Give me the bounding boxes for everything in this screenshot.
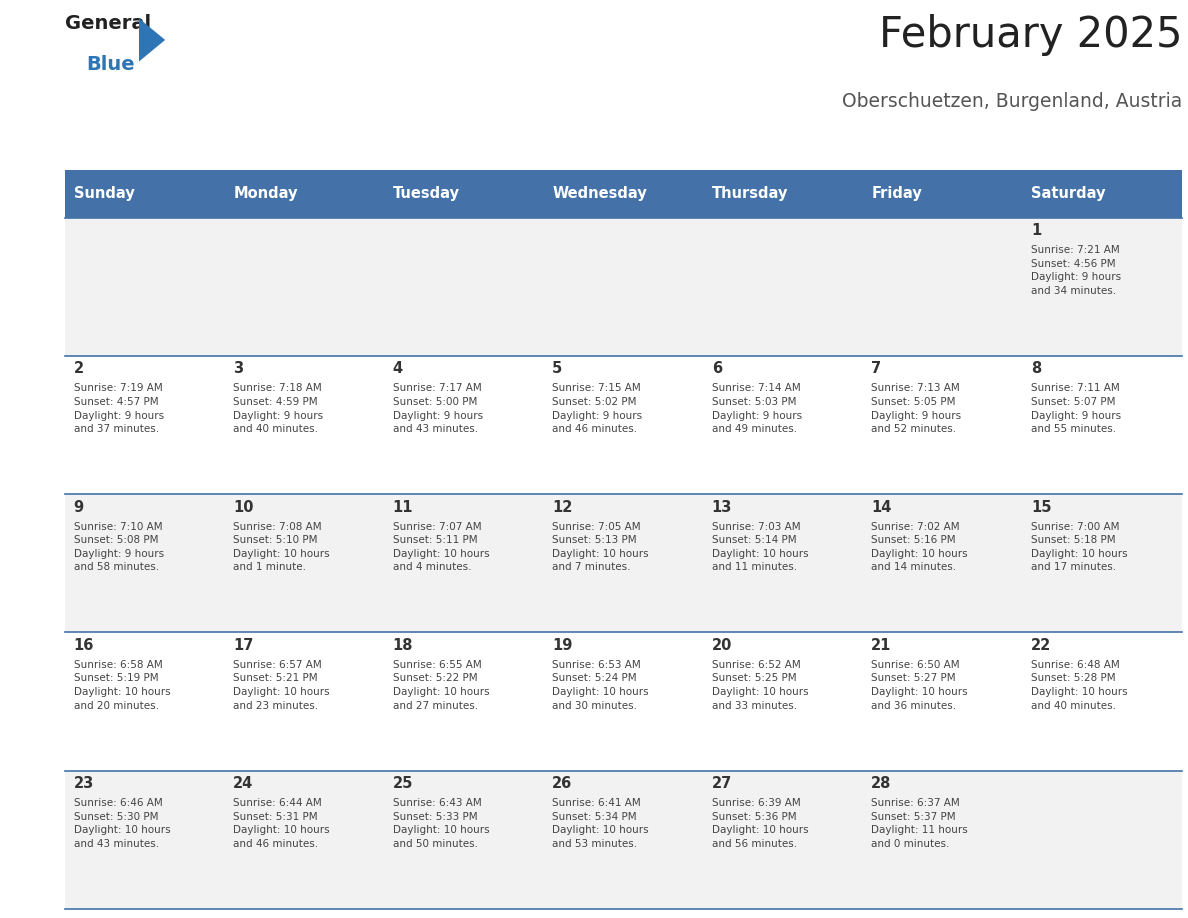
Text: 24: 24	[233, 776, 253, 791]
Text: Sunrise: 7:03 AM
Sunset: 5:14 PM
Daylight: 10 hours
and 11 minutes.: Sunrise: 7:03 AM Sunset: 5:14 PM Dayligh…	[712, 521, 808, 573]
Text: Oberschuetzen, Burgenland, Austria: Oberschuetzen, Burgenland, Austria	[842, 92, 1182, 111]
Text: Sunrise: 6:58 AM
Sunset: 5:19 PM
Daylight: 10 hours
and 20 minutes.: Sunrise: 6:58 AM Sunset: 5:19 PM Dayligh…	[74, 660, 170, 711]
Bar	[65, 218, 1182, 356]
Bar	[65, 494, 1182, 633]
Text: Sunrise: 6:41 AM
Sunset: 5:34 PM
Daylight: 10 hours
and 53 minutes.: Sunrise: 6:41 AM Sunset: 5:34 PM Dayligh…	[552, 798, 649, 849]
Text: Sunrise: 7:19 AM
Sunset: 4:57 PM
Daylight: 9 hours
and 37 minutes.: Sunrise: 7:19 AM Sunset: 4:57 PM Dayligh…	[74, 384, 164, 434]
Text: 14: 14	[871, 499, 892, 515]
Text: Sunrise: 6:53 AM
Sunset: 5:24 PM
Daylight: 10 hours
and 30 minutes.: Sunrise: 6:53 AM Sunset: 5:24 PM Dayligh…	[552, 660, 649, 711]
Text: Sunrise: 6:46 AM
Sunset: 5:30 PM
Daylight: 10 hours
and 43 minutes.: Sunrise: 6:46 AM Sunset: 5:30 PM Dayligh…	[74, 798, 170, 849]
Text: 15: 15	[1031, 499, 1051, 515]
Text: 28: 28	[871, 776, 892, 791]
Text: 9: 9	[74, 499, 84, 515]
Text: Sunday: Sunday	[74, 186, 134, 201]
Text: Sunrise: 7:13 AM
Sunset: 5:05 PM
Daylight: 9 hours
and 52 minutes.: Sunrise: 7:13 AM Sunset: 5:05 PM Dayligh…	[871, 384, 961, 434]
Text: Sunrise: 6:50 AM
Sunset: 5:27 PM
Daylight: 10 hours
and 36 minutes.: Sunrise: 6:50 AM Sunset: 5:27 PM Dayligh…	[871, 660, 968, 711]
Text: 17: 17	[233, 638, 253, 653]
Text: 20: 20	[712, 638, 732, 653]
Bar	[65, 170, 1182, 218]
Text: Sunrise: 7:17 AM
Sunset: 5:00 PM
Daylight: 9 hours
and 43 minutes.: Sunrise: 7:17 AM Sunset: 5:00 PM Dayligh…	[393, 384, 482, 434]
Text: 1: 1	[1031, 223, 1041, 238]
Text: Sunrise: 7:00 AM
Sunset: 5:18 PM
Daylight: 10 hours
and 17 minutes.: Sunrise: 7:00 AM Sunset: 5:18 PM Dayligh…	[1031, 521, 1127, 573]
Text: 12: 12	[552, 499, 573, 515]
Text: 27: 27	[712, 776, 732, 791]
Text: February 2025: February 2025	[879, 14, 1182, 56]
Text: Sunrise: 7:11 AM
Sunset: 5:07 PM
Daylight: 9 hours
and 55 minutes.: Sunrise: 7:11 AM Sunset: 5:07 PM Dayligh…	[1031, 384, 1121, 434]
Text: Sunrise: 7:21 AM
Sunset: 4:56 PM
Daylight: 9 hours
and 34 minutes.: Sunrise: 7:21 AM Sunset: 4:56 PM Dayligh…	[1031, 245, 1121, 296]
Text: Sunrise: 7:05 AM
Sunset: 5:13 PM
Daylight: 10 hours
and 7 minutes.: Sunrise: 7:05 AM Sunset: 5:13 PM Dayligh…	[552, 521, 649, 573]
Text: Saturday: Saturday	[1031, 186, 1105, 201]
Text: Sunrise: 6:55 AM
Sunset: 5:22 PM
Daylight: 10 hours
and 27 minutes.: Sunrise: 6:55 AM Sunset: 5:22 PM Dayligh…	[393, 660, 489, 711]
Text: Tuesday: Tuesday	[393, 186, 460, 201]
Text: Thursday: Thursday	[712, 186, 788, 201]
Text: 22: 22	[1031, 638, 1051, 653]
Bar	[65, 356, 1182, 494]
Text: Sunrise: 6:44 AM
Sunset: 5:31 PM
Daylight: 10 hours
and 46 minutes.: Sunrise: 6:44 AM Sunset: 5:31 PM Dayligh…	[233, 798, 330, 849]
Text: 26: 26	[552, 776, 573, 791]
Text: 6: 6	[712, 362, 722, 376]
Text: 16: 16	[74, 638, 94, 653]
Text: 11: 11	[393, 499, 413, 515]
Text: 7: 7	[871, 362, 881, 376]
Text: Sunrise: 6:43 AM
Sunset: 5:33 PM
Daylight: 10 hours
and 50 minutes.: Sunrise: 6:43 AM Sunset: 5:33 PM Dayligh…	[393, 798, 489, 849]
Text: Friday: Friday	[871, 186, 922, 201]
Text: 2: 2	[74, 362, 84, 376]
Text: Monday: Monday	[233, 186, 298, 201]
Text: Sunrise: 7:02 AM
Sunset: 5:16 PM
Daylight: 10 hours
and 14 minutes.: Sunrise: 7:02 AM Sunset: 5:16 PM Dayligh…	[871, 521, 968, 573]
Text: 10: 10	[233, 499, 254, 515]
Text: Sunrise: 7:14 AM
Sunset: 5:03 PM
Daylight: 9 hours
and 49 minutes.: Sunrise: 7:14 AM Sunset: 5:03 PM Dayligh…	[712, 384, 802, 434]
Text: Wednesday: Wednesday	[552, 186, 647, 201]
Text: Blue: Blue	[87, 55, 135, 74]
Text: 23: 23	[74, 776, 94, 791]
Text: Sunrise: 6:48 AM
Sunset: 5:28 PM
Daylight: 10 hours
and 40 minutes.: Sunrise: 6:48 AM Sunset: 5:28 PM Dayligh…	[1031, 660, 1127, 711]
Text: General: General	[65, 14, 151, 33]
Polygon shape	[139, 18, 165, 62]
Text: Sunrise: 6:37 AM
Sunset: 5:37 PM
Daylight: 11 hours
and 0 minutes.: Sunrise: 6:37 AM Sunset: 5:37 PM Dayligh…	[871, 798, 968, 849]
Text: Sunrise: 6:57 AM
Sunset: 5:21 PM
Daylight: 10 hours
and 23 minutes.: Sunrise: 6:57 AM Sunset: 5:21 PM Dayligh…	[233, 660, 330, 711]
Text: 19: 19	[552, 638, 573, 653]
Text: Sunrise: 6:39 AM
Sunset: 5:36 PM
Daylight: 10 hours
and 56 minutes.: Sunrise: 6:39 AM Sunset: 5:36 PM Dayligh…	[712, 798, 808, 849]
Text: 21: 21	[871, 638, 892, 653]
Text: Sunrise: 7:18 AM
Sunset: 4:59 PM
Daylight: 9 hours
and 40 minutes.: Sunrise: 7:18 AM Sunset: 4:59 PM Dayligh…	[233, 384, 323, 434]
Text: 18: 18	[393, 638, 413, 653]
Text: 8: 8	[1031, 362, 1041, 376]
Text: 4: 4	[393, 362, 403, 376]
Bar	[65, 770, 1182, 909]
Text: 13: 13	[712, 499, 732, 515]
Text: Sunrise: 6:52 AM
Sunset: 5:25 PM
Daylight: 10 hours
and 33 minutes.: Sunrise: 6:52 AM Sunset: 5:25 PM Dayligh…	[712, 660, 808, 711]
Text: Sunrise: 7:07 AM
Sunset: 5:11 PM
Daylight: 10 hours
and 4 minutes.: Sunrise: 7:07 AM Sunset: 5:11 PM Dayligh…	[393, 521, 489, 573]
Bar	[65, 633, 1182, 770]
Text: 3: 3	[233, 362, 244, 376]
Text: Sunrise: 7:15 AM
Sunset: 5:02 PM
Daylight: 9 hours
and 46 minutes.: Sunrise: 7:15 AM Sunset: 5:02 PM Dayligh…	[552, 384, 643, 434]
Text: Sunrise: 7:10 AM
Sunset: 5:08 PM
Daylight: 9 hours
and 58 minutes.: Sunrise: 7:10 AM Sunset: 5:08 PM Dayligh…	[74, 521, 164, 573]
Text: Sunrise: 7:08 AM
Sunset: 5:10 PM
Daylight: 10 hours
and 1 minute.: Sunrise: 7:08 AM Sunset: 5:10 PM Dayligh…	[233, 521, 330, 573]
Text: 5: 5	[552, 362, 562, 376]
Text: 25: 25	[393, 776, 413, 791]
